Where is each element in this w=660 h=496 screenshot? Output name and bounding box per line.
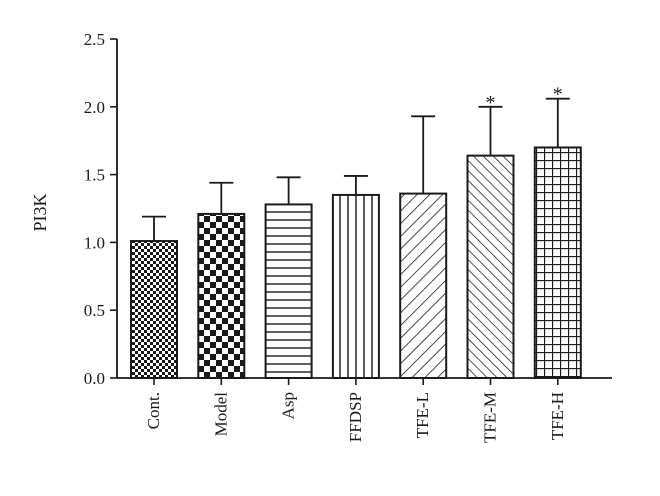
bar-2 [264, 203, 313, 379]
x-tick-label-0: Cont. [144, 392, 163, 429]
bar-4 [399, 192, 448, 379]
bar-3 [331, 193, 380, 379]
bar-5 [466, 154, 515, 379]
y-tick-label-2: 1.0 [84, 233, 105, 252]
y-axis-title: PI3K [30, 193, 50, 231]
x-tick-label-3: FFDSP [346, 392, 365, 442]
plot-area: Cont. Model Asp FFDSP TFE-L * TFE-M * TFE-H 0.0 0.… [30, 30, 612, 443]
y-tick-label-5: 2.5 [84, 30, 105, 49]
y-tick-label-1: 0.5 [84, 301, 105, 320]
significance-mark-6: * [553, 84, 563, 106]
bar-1 [197, 212, 246, 379]
y-tick-label-4: 2.0 [84, 98, 105, 117]
bar-0 [130, 240, 178, 379]
significance-mark-5: * [486, 92, 496, 114]
bar-6 [533, 146, 582, 379]
x-tick-label-5: TFE-M [481, 392, 500, 443]
y-tick-label-0: 0.0 [84, 369, 105, 388]
x-tick-label-2: Asp [279, 392, 298, 419]
x-tick-label-4: TFE-L [413, 392, 432, 438]
x-tick-label-1: Model [211, 392, 230, 437]
x-tick-label-6: TFE-H [548, 392, 567, 440]
y-tick-label-3: 1.5 [84, 166, 105, 185]
